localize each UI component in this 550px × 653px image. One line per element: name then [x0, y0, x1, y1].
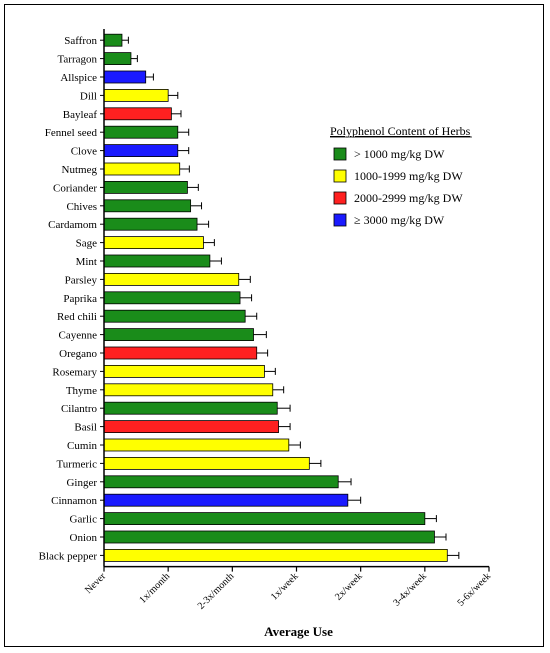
bar-oregano — [103, 346, 258, 360]
legend-swatch — [333, 191, 347, 205]
category-label: Cardamom — [48, 219, 97, 231]
category-label: Chives — [66, 201, 97, 213]
legend-entry-label: 1000-1999 mg/kg DW — [354, 169, 463, 183]
bar-sage — [103, 236, 204, 250]
category-label: Paprika — [63, 293, 97, 305]
legend-entry-label: 2000-2999 mg/kg DW — [354, 191, 463, 205]
category-label: Ginger — [66, 477, 97, 489]
bar-cilantro — [103, 401, 278, 415]
category-label: Garlic — [70, 514, 98, 526]
legend-entry-label: > 1000 mg/kg DW — [354, 147, 445, 161]
bar-ginger — [103, 475, 339, 489]
x-tick-label: 2x/week — [333, 571, 365, 603]
category-label: Dill — [80, 90, 97, 102]
bar-allspice — [103, 70, 147, 84]
category-label: Fennel seed — [45, 127, 98, 139]
category-label: Thyme — [66, 385, 97, 397]
legend: Polyphenol Content of Herbs > 1000 mg/kg… — [330, 124, 472, 227]
bar-clove — [103, 144, 179, 158]
category-label: Rosemary — [52, 366, 97, 378]
x-tick-label: 2-3x/month — [196, 571, 237, 612]
bar-cayenne — [103, 328, 254, 342]
category-label: Nutmeg — [62, 164, 98, 176]
bar-black-pepper — [103, 549, 448, 562]
category-labels: Saffron Tarragon Allspice Dill Bayleaf Fennel… — [39, 35, 104, 562]
category-label: Saffron — [64, 35, 97, 47]
category-label: Cumin — [67, 440, 97, 452]
category-label: Mint — [76, 256, 97, 268]
category-label: Onion — [70, 532, 98, 544]
category-label: Oregano — [59, 348, 97, 360]
bar-garlic — [103, 512, 426, 525]
legend-swatch — [333, 169, 347, 183]
bar-cinnamon — [103, 493, 349, 507]
category-label: Red chili — [57, 311, 97, 323]
bar-coriander — [103, 180, 188, 194]
bar-thyme — [103, 383, 274, 397]
bars-layer — [103, 33, 460, 562]
x-axis-title: Average Use — [264, 624, 333, 639]
legend-title: Polyphenol Content of Herbs — [330, 124, 471, 138]
category-label: Basil — [74, 422, 97, 434]
bar-dill — [103, 89, 169, 102]
category-label: Coriander — [53, 182, 97, 194]
x-tick-label: Never — [83, 570, 109, 596]
bar-basil — [103, 420, 279, 434]
category-label: Tarragon — [57, 54, 97, 66]
bar-saffron — [103, 33, 123, 47]
x-tick-label: 3-4x/week — [391, 571, 429, 609]
bar-tarragon — [103, 52, 132, 65]
x-tick-label: 1x/week — [269, 571, 301, 603]
bar-mint — [103, 254, 211, 268]
bar-cardamom — [103, 217, 198, 231]
bar-chives — [103, 199, 192, 213]
category-label: Sage — [76, 238, 98, 250]
bar-red-chili — [103, 309, 246, 323]
bar-parsley — [103, 272, 240, 286]
bar-turmeric — [103, 456, 310, 470]
bar-rosemary — [103, 364, 265, 378]
bar-onion — [103, 530, 435, 544]
category-label: Bayleaf — [63, 109, 98, 121]
category-label: Clove — [71, 146, 97, 158]
category-label: Cayenne — [59, 330, 98, 342]
legend-entry-label: ≥ 3000 mg/kg DW — [354, 213, 445, 227]
category-label: Black pepper — [39, 550, 98, 562]
x-ticks: Never 1x/month 2-3x/month 1x/week 2x/week 3-4… — [83, 566, 493, 612]
bar-paprika — [103, 291, 241, 305]
bar-fennel-seed — [103, 125, 179, 139]
x-tick-label: 1x/month — [137, 571, 172, 606]
legend-swatch — [333, 147, 347, 161]
category-label: Turmeric — [56, 458, 97, 470]
category-label: Parsley — [65, 274, 98, 286]
x-tick-label: 5-6x/week — [455, 571, 493, 609]
bar-bayleaf — [103, 107, 172, 121]
legend-swatch — [333, 213, 347, 227]
bar-cumin — [103, 438, 290, 452]
bar-nutmeg — [103, 162, 181, 176]
category-label: Cilantro — [61, 403, 98, 415]
category-label: Cinnamon — [51, 495, 97, 507]
category-label: Allspice — [60, 72, 97, 84]
